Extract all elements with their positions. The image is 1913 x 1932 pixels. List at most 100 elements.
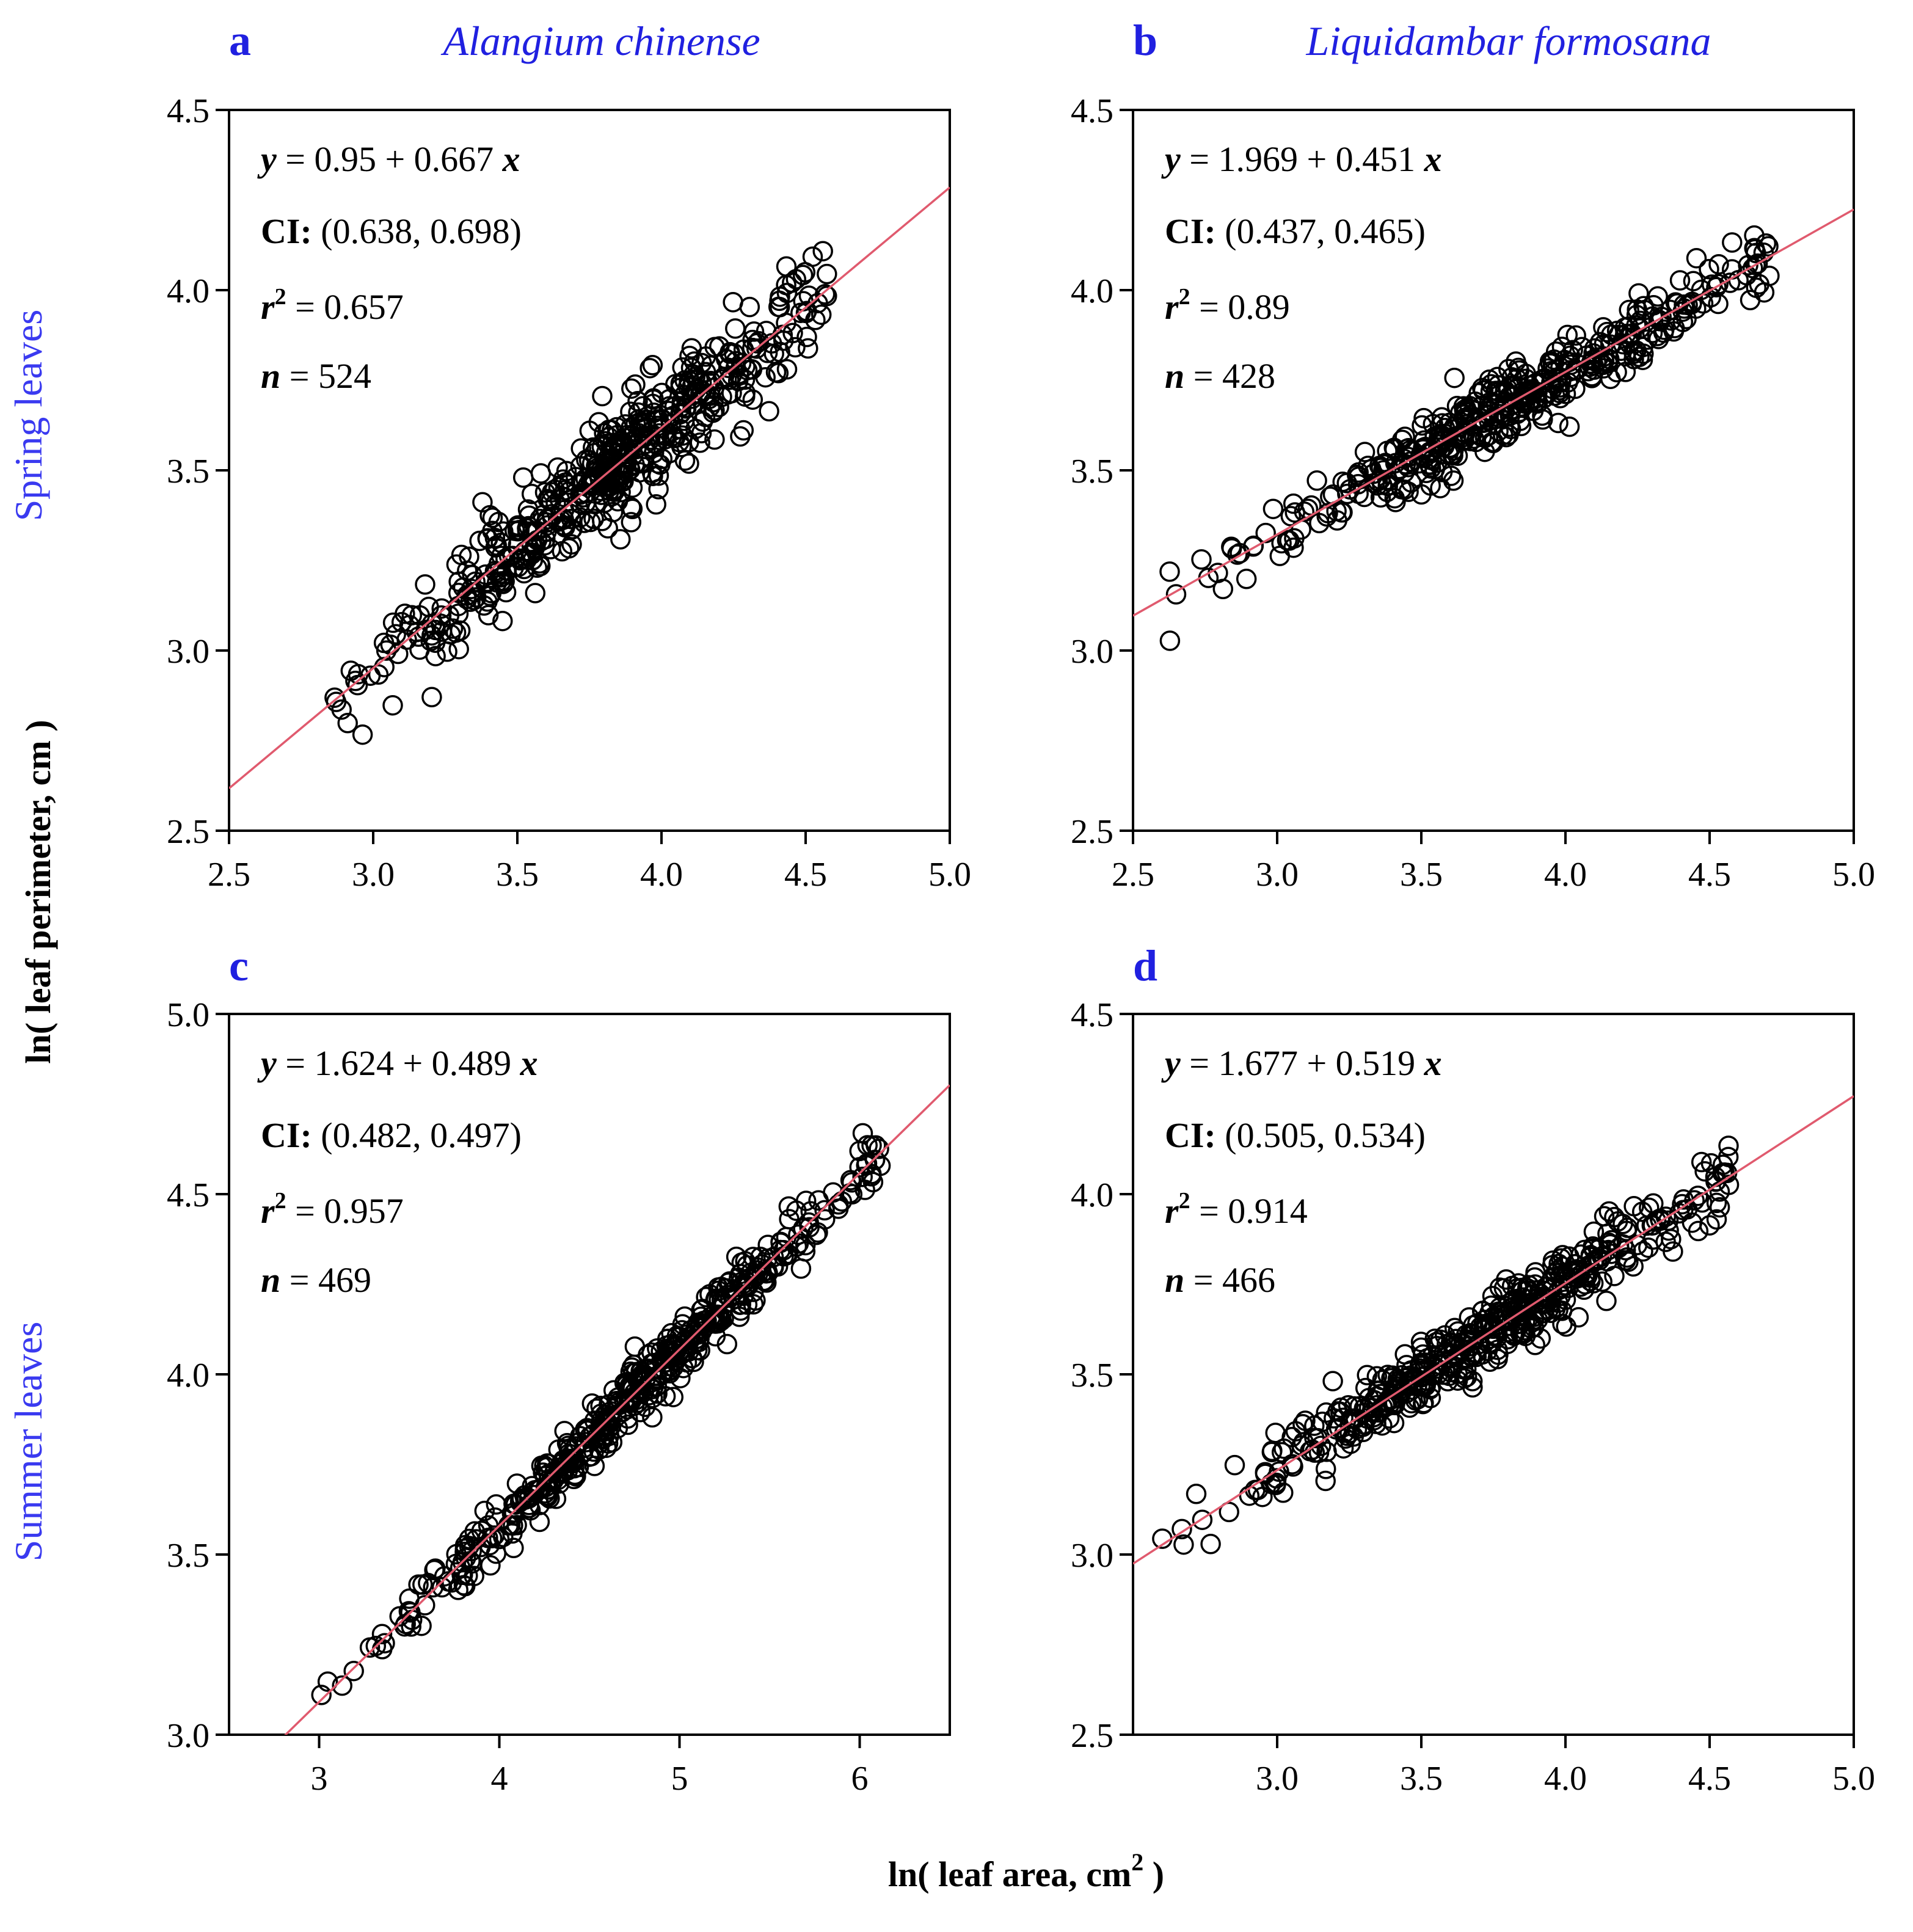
- data-point: [506, 1515, 527, 1536]
- data-point: [744, 1266, 765, 1287]
- data-point: [1747, 253, 1768, 274]
- x-tick-label-a: 2.5: [208, 856, 250, 894]
- data-point: [1412, 415, 1432, 436]
- data-point: [1432, 413, 1453, 434]
- data-point: [814, 283, 836, 305]
- data-point: [1300, 1441, 1321, 1462]
- data-point: [709, 336, 730, 357]
- data-point: [332, 1675, 352, 1696]
- data-point: [607, 490, 629, 512]
- data-point: [1556, 1316, 1576, 1337]
- data-point: [421, 687, 442, 708]
- data-point: [814, 1200, 835, 1221]
- data-point: [709, 396, 729, 418]
- data-point: [583, 508, 604, 530]
- data-point: [1580, 1270, 1601, 1292]
- data-point: [808, 1190, 829, 1211]
- data-point: [869, 1139, 889, 1159]
- data-point: [1479, 369, 1500, 390]
- data-point: [1645, 1210, 1667, 1231]
- data-point: [578, 474, 599, 495]
- data-point: [1395, 454, 1416, 475]
- data-point: [1650, 311, 1671, 332]
- data-point: [368, 664, 389, 685]
- data-point: [594, 461, 616, 483]
- data-point: [596, 1410, 617, 1431]
- data-point: [1565, 325, 1586, 346]
- data-point: [1525, 1335, 1546, 1355]
- data-point: [1357, 1365, 1377, 1386]
- data-point: [451, 544, 472, 566]
- y-tick-label-b: 4.5: [1071, 92, 1113, 130]
- data-point: [1593, 317, 1614, 338]
- data-point: [1400, 1369, 1421, 1391]
- data-point: [769, 290, 790, 312]
- data-point: [715, 349, 737, 370]
- data-point: [663, 1387, 684, 1407]
- x-tick-label-d: 3.0: [1256, 1760, 1299, 1798]
- data-point: [750, 1247, 771, 1267]
- data-point: [479, 505, 500, 526]
- data-point: [665, 1336, 686, 1357]
- y-tick-label-b: 4.0: [1071, 272, 1113, 310]
- data-point: [622, 477, 643, 498]
- r2-text-b-part: = 0.89: [1190, 287, 1290, 327]
- scatter-series-d: [1152, 1136, 1740, 1555]
- data-point: [578, 450, 600, 470]
- ci-text-c-part: CI:: [261, 1115, 312, 1155]
- data-point: [639, 357, 660, 379]
- x-axis-label: ln( leaf area, cm2 ): [888, 1848, 1164, 1894]
- data-point: [352, 724, 373, 745]
- data-point: [692, 1299, 713, 1319]
- data-point: [624, 1336, 646, 1357]
- data-point: [1708, 254, 1729, 275]
- data-point: [555, 517, 575, 538]
- data-point: [672, 425, 693, 446]
- data-point: [1584, 1250, 1605, 1272]
- data-point: [478, 605, 499, 625]
- data-point: [1173, 1534, 1194, 1555]
- data-point: [776, 256, 797, 277]
- data-point: [682, 376, 702, 397]
- y-tick-label-c: 4.5: [167, 1176, 210, 1214]
- panel-letter-c: c: [229, 941, 249, 990]
- x-tick-label-a: 3.0: [352, 856, 395, 894]
- equation-b-part: = 1.969 + 0.451: [1181, 139, 1424, 179]
- data-point: [1584, 338, 1605, 359]
- y-axis-label: ln( leaf perimeter, cm ): [18, 720, 58, 1063]
- data-point: [730, 1263, 751, 1285]
- data-point: [805, 310, 826, 330]
- data-point: [1306, 470, 1327, 491]
- data-point: [1454, 401, 1476, 423]
- data-point: [1633, 296, 1654, 317]
- y-tick-label-c: 4.0: [167, 1357, 210, 1394]
- data-point: [1446, 426, 1467, 447]
- panel-b: b Liquidambar formosana 2.5 3.0 3.5 4.0 4.5 5…: [1071, 16, 1875, 894]
- data-point: [431, 621, 453, 642]
- data-point: [1219, 1501, 1239, 1523]
- x-tick-label-b: 3.5: [1400, 856, 1443, 894]
- data-point: [489, 1528, 510, 1550]
- data-point: [806, 1224, 827, 1245]
- data-point: [695, 346, 716, 367]
- data-point: [612, 1402, 633, 1423]
- y-tick-label-c: 3.5: [167, 1537, 210, 1575]
- equation-a-part: y: [257, 139, 277, 179]
- x-axis-label-sup: 2: [1131, 1848, 1143, 1876]
- data-point: [507, 521, 528, 542]
- data-point: [795, 1234, 816, 1256]
- data-point: [411, 1615, 432, 1636]
- data-point: [622, 425, 643, 447]
- equation-b-part: y: [1161, 139, 1181, 179]
- data-point: [768, 296, 789, 318]
- data-point: [1567, 1267, 1588, 1289]
- data-point: [445, 622, 467, 643]
- data-point: [584, 1456, 605, 1476]
- data-point: [597, 518, 618, 539]
- r2-text-d-part: 2: [1179, 1188, 1190, 1214]
- data-point: [1394, 426, 1415, 447]
- data-point: [625, 374, 646, 395]
- data-point: [1440, 465, 1462, 486]
- data-point: [790, 1258, 812, 1279]
- data-point: [646, 1368, 668, 1389]
